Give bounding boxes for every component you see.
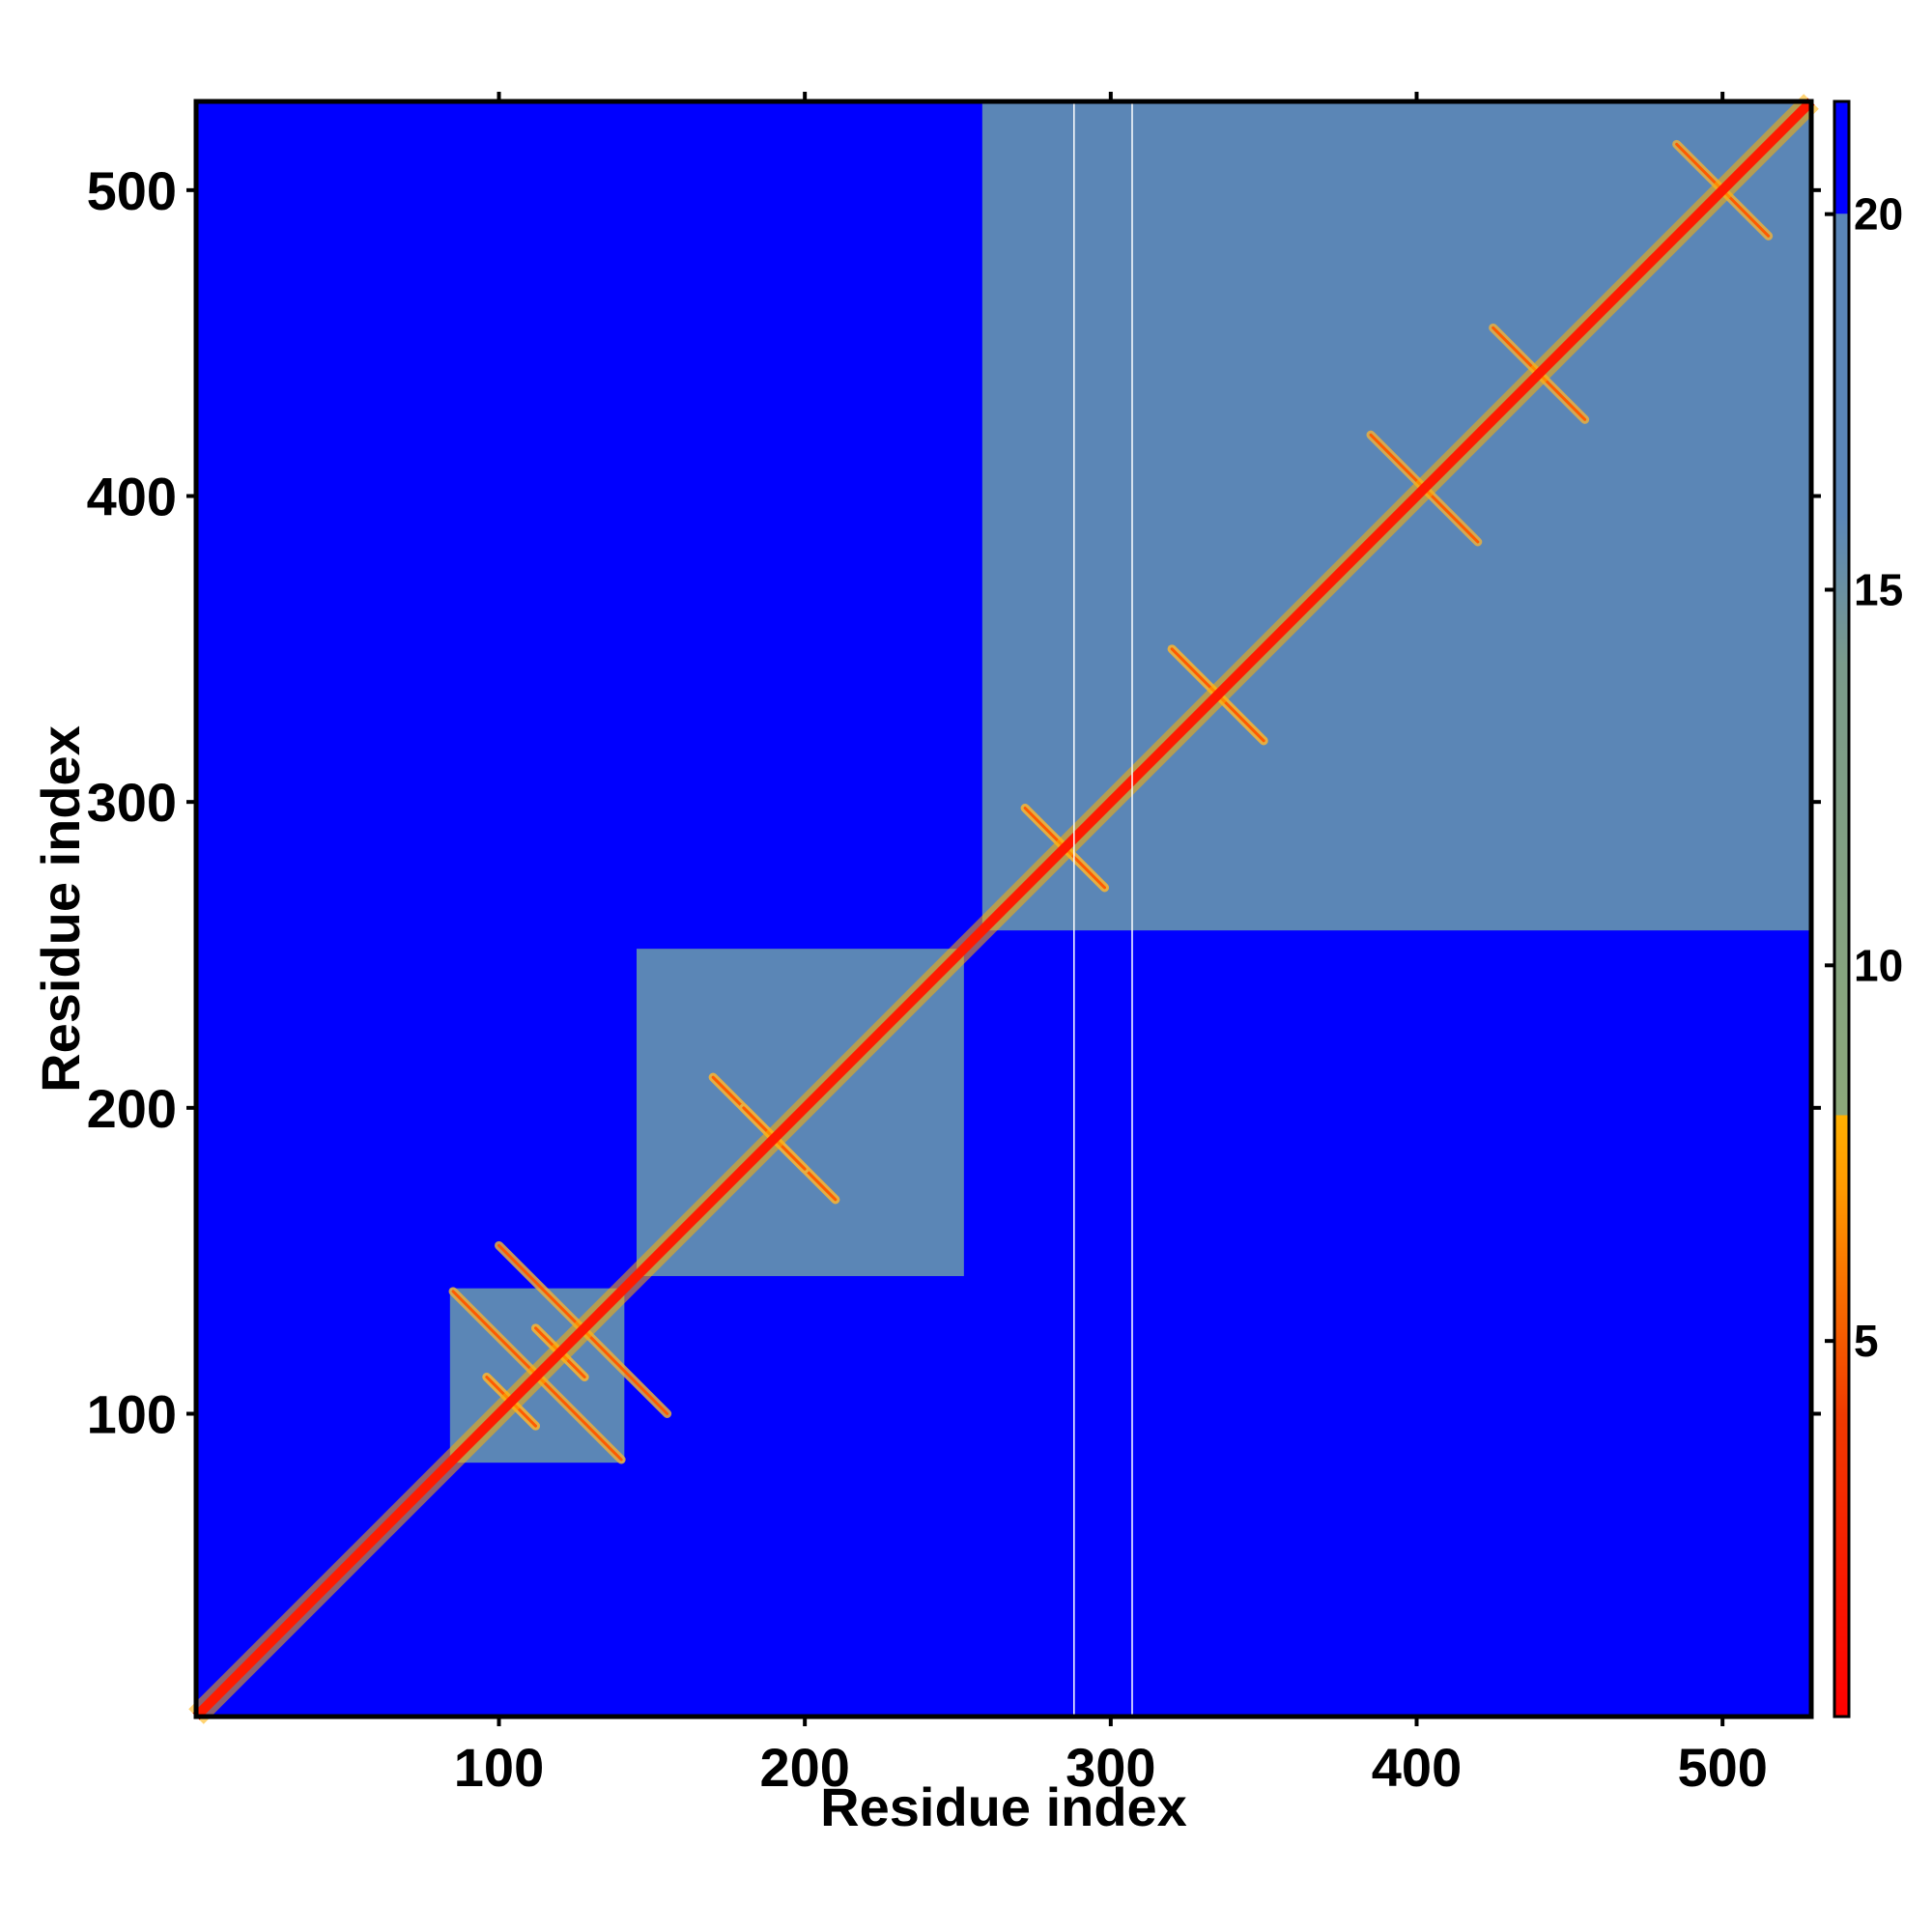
colorbar-ticks: 5 10 15 20 xyxy=(1825,189,1903,1366)
y-tick-label: 400 xyxy=(87,467,177,527)
y-tick-label: 100 xyxy=(87,1384,177,1445)
colorbar-tick-label: 15 xyxy=(1854,564,1903,614)
y-tick-label: 500 xyxy=(87,160,177,221)
y-tick-label: 300 xyxy=(87,772,177,833)
x-tick-label: 500 xyxy=(1677,1737,1767,1798)
diagonal xyxy=(192,98,1815,1720)
x-axis-title: Residue index xyxy=(820,1776,1187,1837)
x-tick-label: 300 xyxy=(1065,1737,1155,1798)
y-axis: 100 200 300 400 500 xyxy=(87,160,1821,1445)
x-tick-label: 400 xyxy=(1372,1737,1462,1798)
plot-frame xyxy=(193,99,1814,1719)
colorbar-tick-label: 5 xyxy=(1854,1316,1879,1366)
heatmap xyxy=(188,94,1819,1724)
colorbar xyxy=(1833,99,1851,1719)
x-tick-label: 100 xyxy=(454,1737,544,1798)
y-tick-label: 200 xyxy=(87,1078,177,1139)
colorbar-tick-label: 10 xyxy=(1854,940,1903,990)
x-tick-label: 200 xyxy=(759,1737,849,1798)
colorbar-tick-label: 20 xyxy=(1854,189,1903,240)
x-axis: 100 200 300 400 500 xyxy=(454,92,1768,1798)
y-axis-title: Residue index xyxy=(30,725,91,1093)
